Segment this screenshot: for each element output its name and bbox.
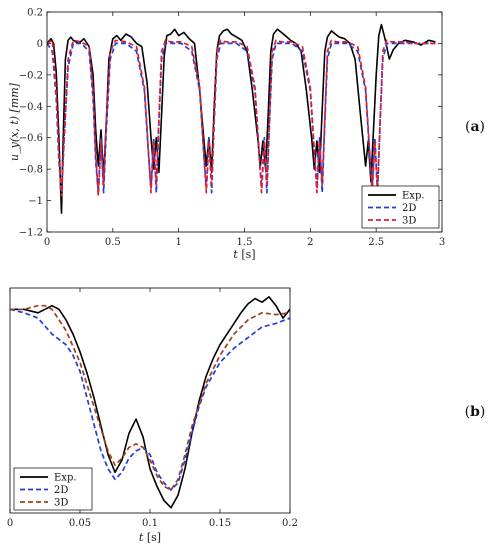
y-tick-label: −0.2 bbox=[19, 70, 43, 81]
x-tick-label: 0 bbox=[7, 518, 13, 529]
series-line-2d bbox=[10, 308, 290, 491]
plot-area bbox=[47, 23, 436, 214]
legend-label: 3D bbox=[402, 216, 416, 227]
legend-label: Exp. bbox=[402, 191, 425, 202]
series-line-3d bbox=[10, 304, 290, 491]
x-axis-variable: t bbox=[233, 248, 238, 261]
y-tick-label: 0 bbox=[37, 39, 43, 50]
x-axis-label: t [s] bbox=[139, 531, 161, 544]
y-tick-label: −0.8 bbox=[19, 165, 43, 176]
series-line-exp bbox=[47, 23, 436, 214]
x-tick-label: 0.15 bbox=[209, 518, 231, 529]
x-tick-label: 2.5 bbox=[368, 237, 384, 248]
x-axis-variable: t bbox=[139, 531, 144, 544]
legend-box bbox=[13, 467, 93, 511]
legend-label: 2D bbox=[402, 203, 416, 214]
x-tick-label: 1.5 bbox=[237, 237, 253, 248]
panel-label-part: a bbox=[470, 119, 479, 135]
x-axis-label: t [s] bbox=[233, 248, 255, 261]
legend: Exp.2D 3D bbox=[13, 467, 93, 511]
x-tick-label: 0.5 bbox=[105, 237, 121, 248]
x-tick-label: 0.05 bbox=[69, 518, 91, 529]
x-tick-label: 0.1 bbox=[142, 518, 158, 529]
y-tick-label: −0.6 bbox=[19, 133, 43, 144]
y-axis-label: u_y(x, t) [mm] bbox=[8, 82, 21, 161]
series-line-exp bbox=[10, 296, 290, 509]
panel-label-part: ( bbox=[465, 404, 470, 420]
x-axis-unit: [s] bbox=[238, 248, 256, 261]
panel-label-part: ( bbox=[465, 119, 470, 135]
y-tick-label: −1 bbox=[28, 196, 43, 207]
x-tick-label: 1 bbox=[175, 237, 181, 248]
y-tick-label: −1.2 bbox=[19, 228, 43, 239]
legend-label: Exp. bbox=[54, 473, 77, 484]
panel-b: 0 0.05 0.1 0.15 0.2 t [s] Exp.2D 3D (b) bbox=[7, 287, 486, 544]
panel-label-part: ) bbox=[480, 404, 485, 420]
panel-a: 0 0.5 1 1.5 2 2.5 3 0.2 0 −0.2 −0.4 −0.6 −0.8 −1 −1.2 t… bbox=[8, 8, 485, 262]
legend-label: 2D bbox=[54, 485, 68, 496]
series-line-3d bbox=[47, 39, 436, 197]
x-tick-label: 0 bbox=[44, 237, 50, 248]
y-tick-label: 0.2 bbox=[27, 8, 43, 19]
panel-label-part: b bbox=[470, 404, 480, 420]
x-axis-unit: [s] bbox=[143, 531, 161, 544]
legend: Exp.2D 3D bbox=[361, 185, 440, 229]
x-tick-label: 2 bbox=[307, 237, 313, 248]
x-tick-label: 3 bbox=[439, 237, 445, 248]
y-tick-label: −0.4 bbox=[19, 102, 43, 113]
x-tick-label: 0.2 bbox=[282, 518, 298, 529]
panel-label-part: ) bbox=[480, 119, 485, 135]
panel-label: (b) bbox=[465, 404, 486, 420]
panel-label: (a) bbox=[465, 119, 485, 135]
legend-label: 3D bbox=[54, 498, 68, 509]
legend-box bbox=[361, 185, 440, 229]
plot-area bbox=[10, 296, 290, 509]
